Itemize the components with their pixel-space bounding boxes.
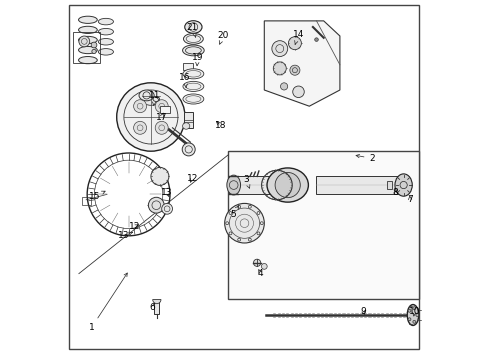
Ellipse shape (182, 45, 204, 56)
Bar (183, 112, 192, 128)
Ellipse shape (407, 305, 418, 325)
Text: 4: 4 (257, 269, 263, 278)
Bar (228, 151, 418, 299)
Bar (229, 176, 274, 194)
Text: 5: 5 (230, 206, 238, 219)
Circle shape (280, 83, 287, 90)
Bar (182, 63, 193, 70)
Polygon shape (264, 21, 339, 106)
Ellipse shape (79, 16, 97, 23)
Circle shape (412, 320, 415, 323)
Text: 3: 3 (243, 175, 249, 188)
Text: 12: 12 (186, 174, 198, 183)
Circle shape (224, 203, 264, 243)
Bar (160, 106, 170, 113)
Text: 11: 11 (148, 91, 160, 105)
Circle shape (314, 38, 318, 41)
Bar (316, 176, 404, 194)
Circle shape (133, 121, 146, 134)
Ellipse shape (183, 69, 203, 79)
Circle shape (273, 62, 285, 75)
Circle shape (292, 86, 304, 98)
Text: 14: 14 (292, 30, 304, 44)
Circle shape (407, 318, 410, 321)
Circle shape (117, 83, 185, 151)
Text: 2: 2 (355, 154, 374, 163)
Circle shape (155, 121, 168, 134)
Ellipse shape (98, 39, 113, 45)
Circle shape (92, 49, 96, 54)
Text: 13: 13 (118, 231, 132, 240)
Text: 19: 19 (192, 53, 203, 66)
Circle shape (151, 167, 168, 185)
Text: 21: 21 (186, 22, 198, 37)
Text: 13: 13 (161, 188, 172, 197)
Ellipse shape (98, 18, 113, 25)
Ellipse shape (183, 33, 203, 44)
Bar (386, 181, 391, 189)
Text: 6: 6 (149, 303, 155, 312)
Text: 18: 18 (215, 121, 226, 130)
Ellipse shape (79, 46, 97, 54)
Circle shape (253, 259, 260, 266)
Circle shape (182, 143, 195, 156)
Ellipse shape (182, 123, 189, 129)
Ellipse shape (142, 96, 159, 105)
Circle shape (407, 309, 410, 312)
Circle shape (155, 100, 168, 113)
Ellipse shape (79, 26, 97, 33)
Ellipse shape (183, 81, 203, 91)
Circle shape (271, 41, 287, 57)
Circle shape (412, 307, 415, 310)
Bar (81, 197, 91, 205)
Text: 15: 15 (89, 191, 105, 201)
Text: 16: 16 (179, 73, 190, 87)
Circle shape (91, 42, 97, 48)
Circle shape (148, 197, 164, 213)
Circle shape (162, 203, 172, 214)
Bar (154, 300, 159, 314)
Ellipse shape (139, 90, 154, 101)
Ellipse shape (98, 28, 113, 35)
Text: 7: 7 (407, 195, 412, 204)
Circle shape (133, 100, 146, 113)
Ellipse shape (266, 168, 308, 202)
Text: 9: 9 (360, 307, 366, 316)
Ellipse shape (226, 175, 240, 195)
Text: 20: 20 (217, 31, 228, 44)
Wedge shape (152, 300, 161, 303)
Ellipse shape (98, 49, 113, 55)
Ellipse shape (183, 94, 203, 104)
Ellipse shape (79, 57, 97, 64)
Circle shape (415, 314, 418, 316)
Ellipse shape (79, 36, 97, 44)
Text: 1: 1 (88, 273, 127, 332)
Bar (73, 32, 101, 63)
Circle shape (275, 172, 300, 198)
Text: 8: 8 (392, 188, 398, 197)
Circle shape (288, 37, 301, 50)
Circle shape (261, 264, 266, 269)
Ellipse shape (394, 174, 411, 196)
Text: 17: 17 (156, 112, 167, 122)
Circle shape (289, 65, 299, 75)
Ellipse shape (79, 36, 89, 47)
Ellipse shape (184, 21, 202, 33)
Text: 12: 12 (129, 222, 140, 231)
Text: 10: 10 (408, 307, 419, 316)
